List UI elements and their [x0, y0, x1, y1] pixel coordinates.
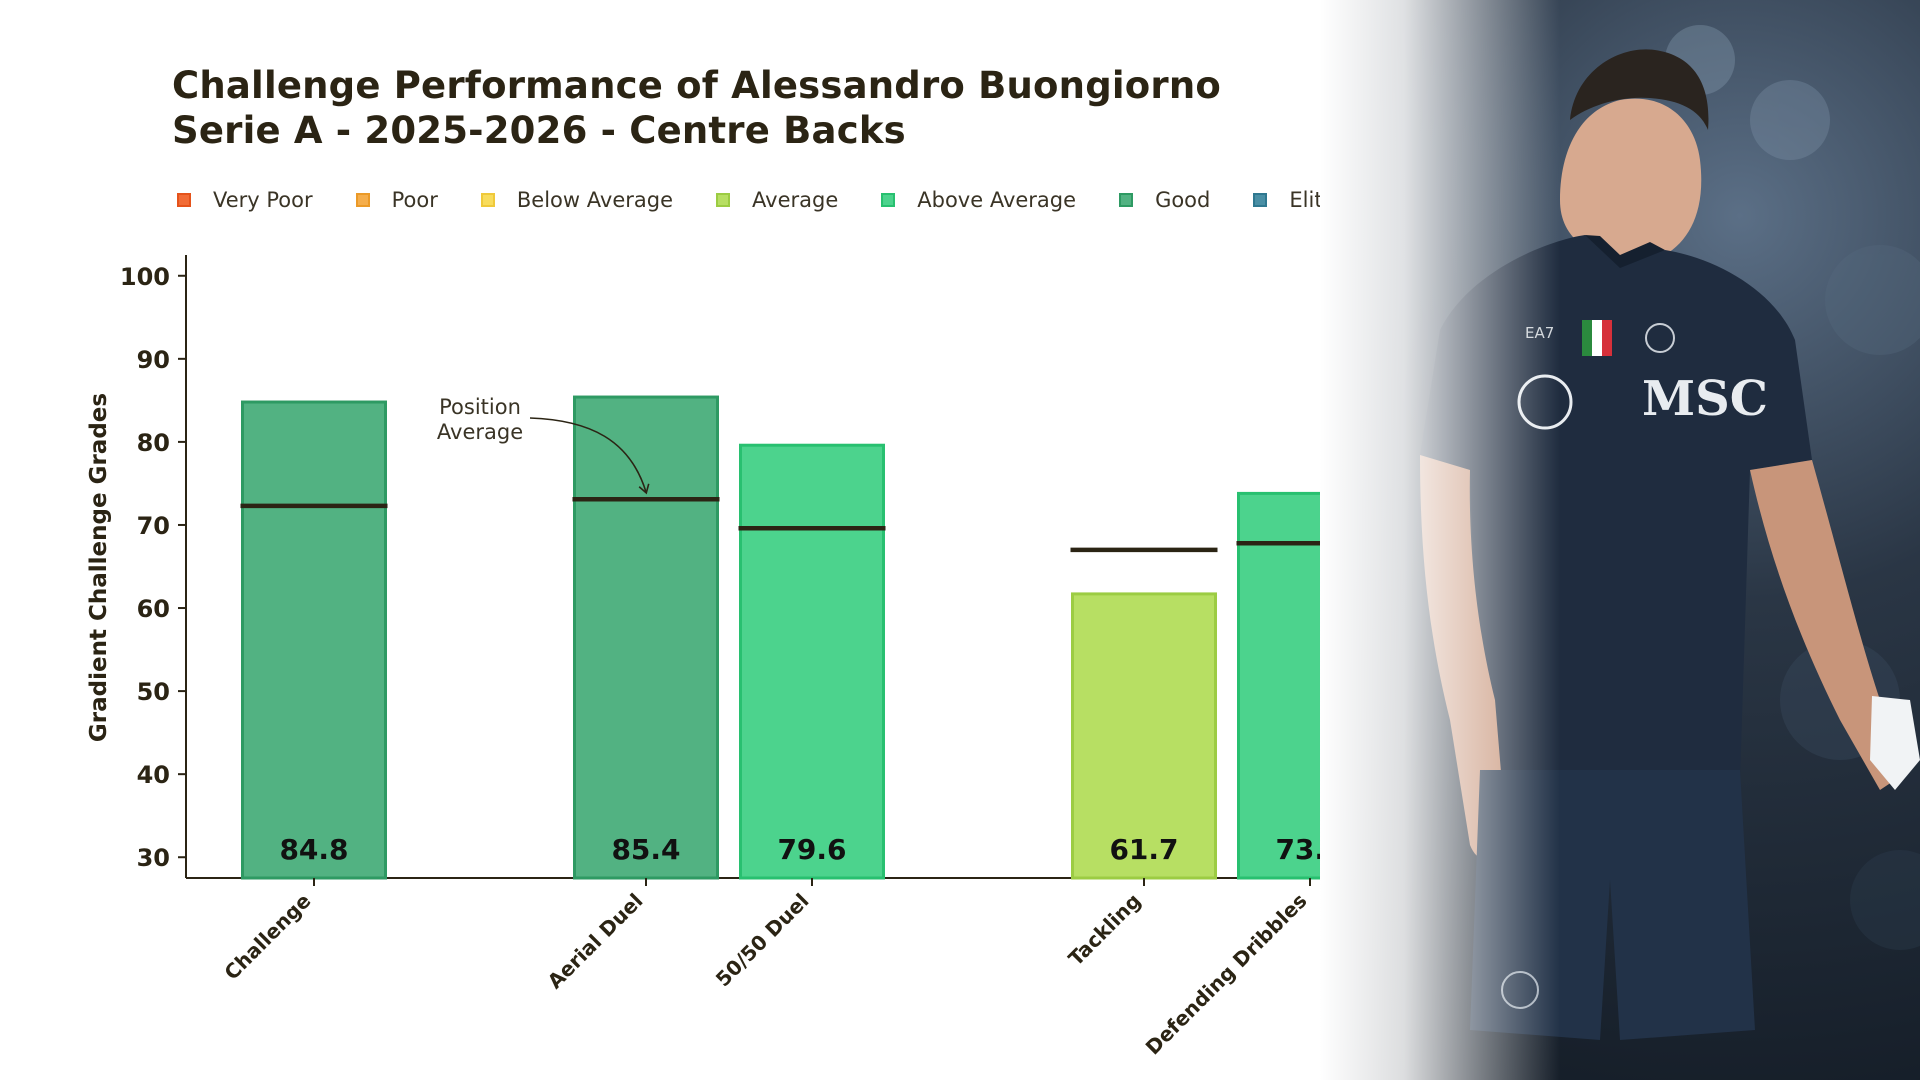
y-tick-label: 70 [137, 512, 170, 540]
bar-group-50-50-duel: 79.6 50/50 Duel [711, 443, 886, 992]
bar-value-label: 79.6 [777, 833, 846, 866]
legend-swatch [716, 193, 730, 207]
y-tick-label: 40 [137, 761, 170, 789]
x-tick-label: Tackling [1064, 889, 1146, 971]
bar-group-aerial-duel: 85.4 Aerial Duel [543, 395, 720, 994]
chart-subtitle: Serie A - 2025-2026 - Centre Backs [172, 109, 906, 152]
legend-label: Above Average [917, 188, 1077, 212]
y-tick-label: 60 [137, 595, 170, 623]
y-tick-label: 50 [137, 678, 170, 706]
annotation-line2: Average [437, 420, 523, 444]
bar-value-label: 84.8 [279, 833, 348, 866]
bar [241, 400, 387, 880]
legend-item-poor: Poor [355, 188, 438, 212]
legend-item-good: Good [1119, 188, 1210, 212]
svg-text:MSC: MSC [1642, 371, 1768, 427]
annotation-line1: Position [439, 395, 521, 419]
bar [1071, 592, 1217, 880]
legend-swatch [355, 193, 370, 207]
player-photo: MSC EA7 [1320, 0, 1920, 1080]
x-tick-label: Challenge [220, 889, 316, 985]
position-average-annotation: Position Average [437, 395, 650, 495]
legend-swatch [177, 193, 191, 207]
legend-item-above-average: Above Average [881, 188, 1076, 212]
bar-value-label: 61.7 [1109, 833, 1178, 866]
bar-value-label: 85.4 [611, 833, 680, 866]
y-tick-label: 80 [137, 429, 170, 457]
annotation-arrow [529, 417, 650, 495]
bar [573, 395, 719, 880]
chart-title: Challenge Performance of Alessandro Buon… [172, 64, 1222, 107]
bar [739, 443, 885, 880]
legend-swatch [480, 193, 495, 207]
legend-label: Very Poor [213, 188, 313, 212]
y-axis-label: Gradient Challenge Grades [86, 393, 112, 742]
x-tick-label: Aerial Duel [543, 889, 648, 994]
photo-fade-overlay [1320, 0, 1560, 1080]
legend-label: Good [1155, 188, 1211, 212]
x-tick-label: 50/50 Duel [711, 889, 814, 992]
legend-swatch [1253, 193, 1268, 207]
legend-item-average: Average [716, 188, 838, 212]
legend: Very Poor Poor Below Average Average Above A… [177, 188, 1378, 212]
legend-label: Below Average [516, 188, 673, 212]
bar-group-challenge: 84.8 Challenge [220, 400, 388, 985]
x-tick-label: Defending Dribbles [1141, 889, 1312, 1060]
y-tick-label: 90 [137, 346, 170, 374]
y-tick-label: 30 [137, 844, 170, 872]
legend-swatch [881, 193, 896, 207]
legend-item-below-average: Below Average [480, 188, 673, 212]
legend-swatch [1119, 193, 1134, 207]
bar-group-tackling: 61.7 Tackling [1064, 547, 1218, 971]
legend-item-very-poor: Very Poor [177, 188, 313, 212]
y-tick-label: 100 [120, 263, 170, 291]
legend-label: Average [752, 188, 839, 212]
legend-label: Poor [391, 188, 438, 212]
